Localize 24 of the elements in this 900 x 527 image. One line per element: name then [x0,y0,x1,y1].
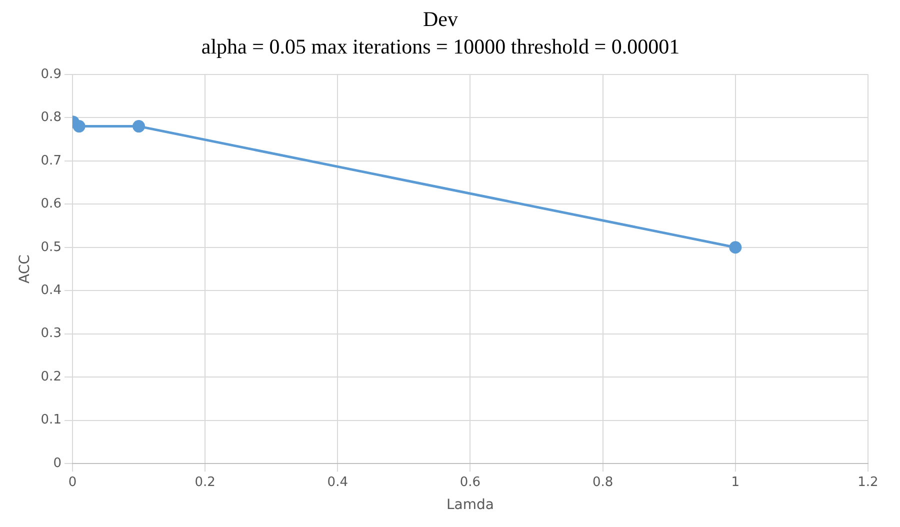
y-tick-label: 0.4 [40,282,62,298]
x-tick-label: 0.8 [592,474,614,490]
y-tick-label: 0 [53,456,62,471]
y-tick-label: 0.8 [40,110,62,126]
x-tick-label: 1 [731,474,740,490]
x-tick-label: 0.6 [460,474,481,490]
y-tick-label: 0.9 [40,66,62,82]
y-tick-label: 0.6 [40,196,62,212]
y-tick-label: 0.5 [40,240,62,255]
chart-subtitle: alpha = 0.05 max iterations = 10000 threshold = 0.00001 [201,34,680,58]
point [72,120,86,133]
y-tick-label: 0.1 [40,412,62,428]
y-tick-label: 0.7 [40,153,62,168]
point [132,120,146,133]
chart-title: Dev [423,7,458,32]
x-tick-label: 0.2 [194,474,216,490]
y-axis-title: ACC [17,254,34,284]
x-tick-label: 1.2 [858,474,878,490]
x-axis-title: Lamda [446,497,494,514]
y-tick-label: 0.3 [40,326,62,342]
y-tick-label: 0.2 [40,369,62,384]
x-tick-label: 0 [68,474,77,490]
x-tick-label: 0.4 [327,474,348,490]
point [729,241,742,254]
